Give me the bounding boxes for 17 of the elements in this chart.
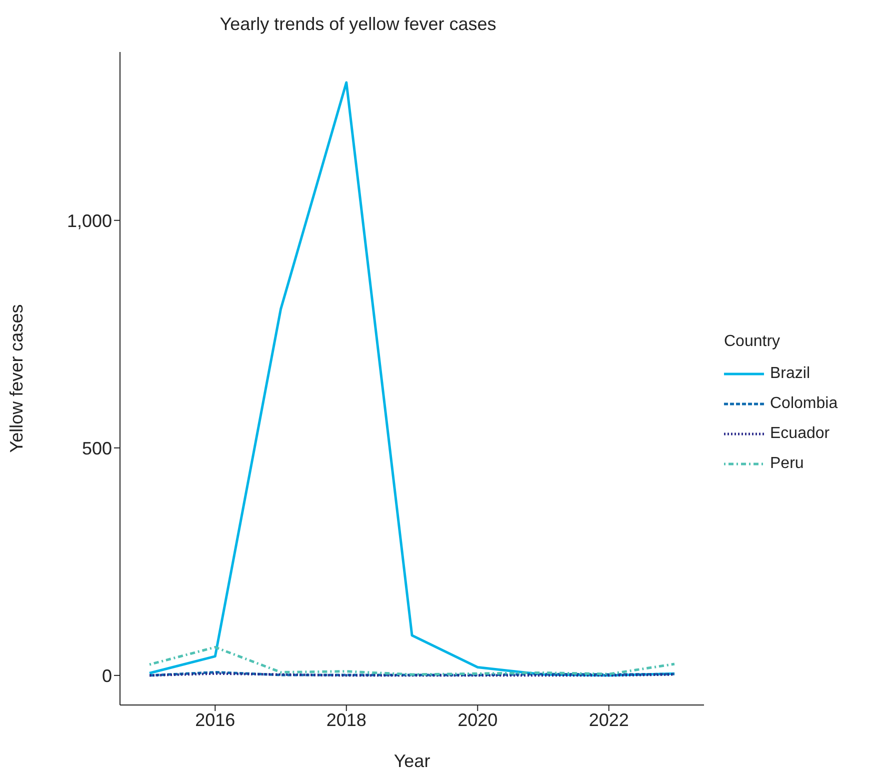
legend-label: Peru	[770, 455, 804, 473]
x-axis-title: Year	[394, 751, 430, 771]
line-series	[148, 81, 676, 677]
line-series	[148, 646, 676, 676]
legend-label: Brazil	[770, 365, 810, 383]
y-tick-label: 0	[102, 666, 112, 686]
x-tick-label: 2018	[326, 710, 366, 730]
legend-label: Colombia	[770, 395, 838, 413]
y-tick-label: 1,000	[66, 210, 112, 231]
y-tick-label: 500	[82, 438, 112, 458]
x-tick-label: 2020	[458, 710, 498, 730]
legend-title: Country	[724, 333, 782, 351]
x-tick-label: 2016	[195, 710, 236, 730]
legend-label: Ecuador	[770, 425, 830, 443]
chart-title: Yearly trends of yellow fever cases	[218, 13, 498, 36]
x-tick-label: 2022	[588, 710, 629, 730]
y-axis-title: Yellow fever cases	[6, 304, 26, 453]
